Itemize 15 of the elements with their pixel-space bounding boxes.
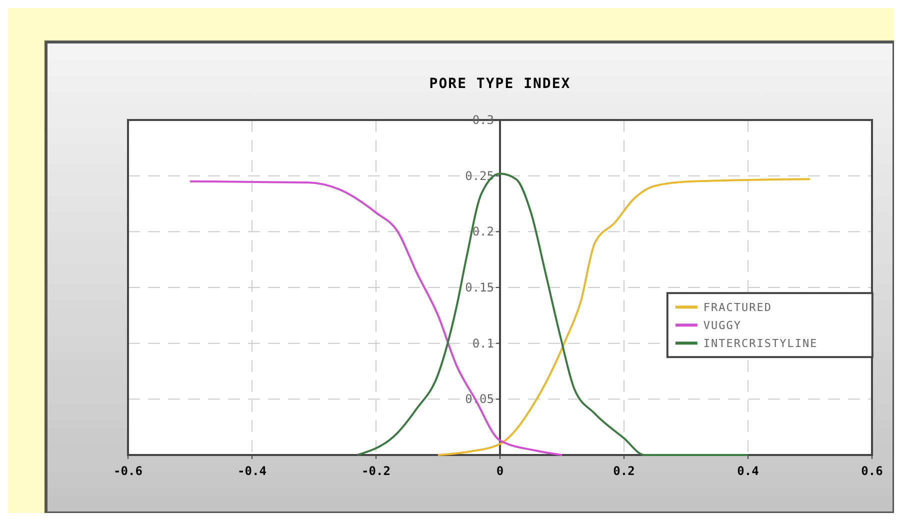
x-tick-label: 0.4 bbox=[737, 464, 759, 478]
y-tick-label: 0.1 bbox=[472, 336, 494, 350]
y-tick-label: 0.2 bbox=[472, 224, 494, 239]
x-tick-label: -0.2 bbox=[362, 464, 390, 478]
x-tick-label: 0.6 bbox=[861, 464, 883, 478]
chart-title: PORE TYPE INDEX bbox=[429, 76, 571, 92]
x-tick-label: -0.4 bbox=[238, 464, 266, 478]
y-tick-label: 0.15 bbox=[465, 280, 494, 294]
legend-label: FRACTURED bbox=[703, 301, 772, 314]
x-tick-label: -0.6 bbox=[114, 464, 142, 478]
legend-label: INTERCRISTYLINE bbox=[703, 337, 818, 350]
legend-label: VUGGY bbox=[703, 319, 742, 332]
x-tick-label: 0.2 bbox=[613, 464, 635, 478]
line-series bbox=[189, 180, 563, 456]
x-tick-label: 0 bbox=[496, 464, 504, 478]
